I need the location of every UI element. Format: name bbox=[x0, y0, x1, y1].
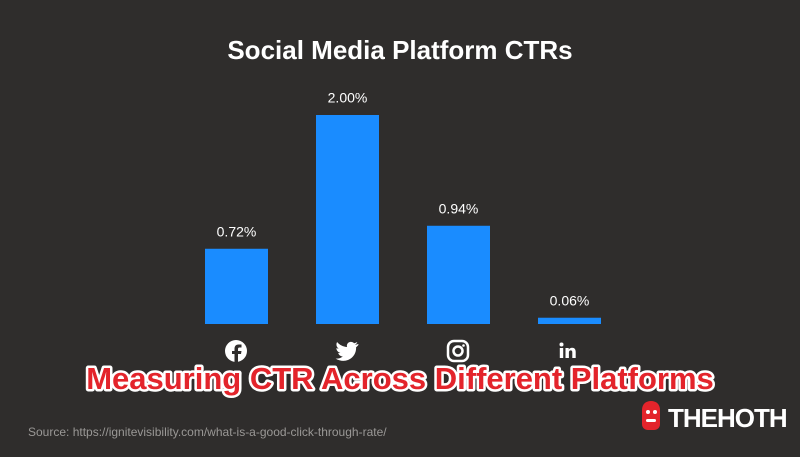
logo-text: THEHOTH bbox=[668, 403, 787, 433]
instagram-icon bbox=[446, 339, 470, 363]
chart-title: Social Media Platform CTRs bbox=[227, 35, 572, 65]
twitter-icon bbox=[335, 341, 359, 361]
facebook-icon bbox=[225, 340, 247, 362]
bar bbox=[205, 248, 268, 324]
logo-mascot bbox=[642, 401, 660, 430]
value-label: 0.06% bbox=[550, 292, 590, 308]
bar bbox=[538, 317, 601, 324]
bar bbox=[316, 115, 379, 324]
source: Source: https://ignitevisibility.com/wha… bbox=[28, 425, 387, 439]
headline: Measuring CTR Across Different Platforms bbox=[86, 361, 714, 396]
value-label: 0.72% bbox=[217, 223, 257, 239]
value-label: 0.94% bbox=[439, 200, 479, 216]
linkedin-icon bbox=[559, 342, 576, 358]
value-label: 2.00% bbox=[328, 90, 368, 106]
bar bbox=[427, 225, 490, 324]
